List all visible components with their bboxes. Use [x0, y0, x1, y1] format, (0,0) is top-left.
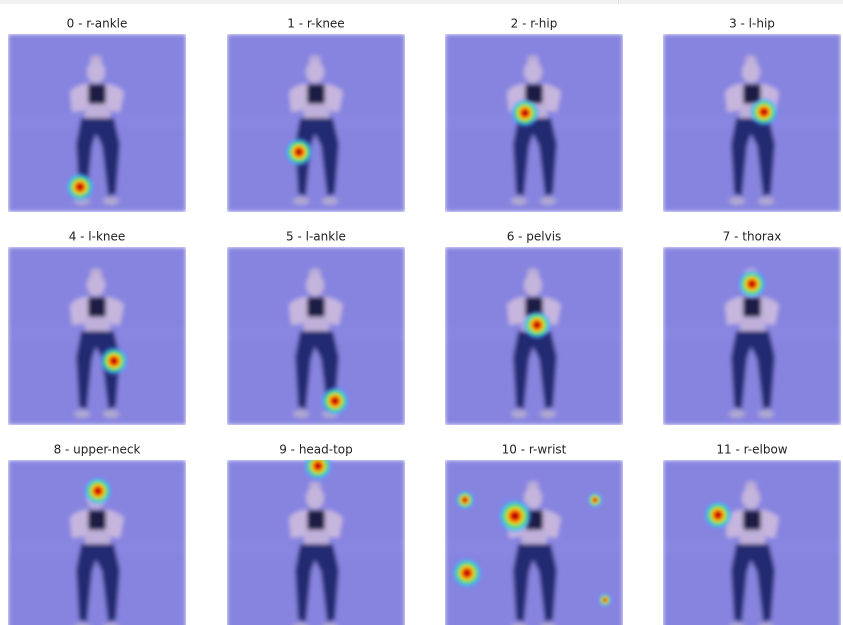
heatmap-image	[227, 34, 405, 212]
heat-blob	[703, 500, 733, 530]
top-band	[0, 0, 843, 4]
person	[8, 34, 186, 212]
heatmap-image	[8, 460, 186, 625]
heat-blob	[497, 498, 533, 534]
person	[227, 460, 405, 625]
panel-title: 3 - l-hip	[729, 17, 775, 31]
panel-title: 4 - l-knee	[69, 230, 126, 244]
heat-blob	[284, 137, 314, 167]
heat-blob	[320, 386, 350, 416]
panel-title: 8 - upper-neck	[54, 443, 141, 457]
heat-blob	[455, 490, 475, 510]
panel-title: 9 - head-top	[279, 443, 353, 457]
heat-blob	[451, 557, 483, 589]
panel-title: 7 - thorax	[723, 230, 782, 244]
heat-blob	[737, 269, 767, 299]
heat-blob	[303, 460, 333, 481]
heatmap-image	[663, 34, 841, 212]
heat-blob	[83, 476, 113, 506]
heatmap-image	[445, 247, 623, 425]
heatmap-image	[445, 460, 623, 625]
heatmap-image	[663, 460, 841, 625]
panel-title: 11 - r-elbow	[716, 443, 787, 457]
heat-blob	[65, 172, 95, 202]
panel-title: 5 - l-ankle	[286, 230, 346, 244]
panel-title: 2 - r-hip	[511, 17, 558, 31]
heatmap-image	[227, 247, 405, 425]
person	[227, 247, 405, 425]
person	[227, 34, 405, 212]
heat-blob	[587, 492, 603, 508]
heatmap-image	[8, 247, 186, 425]
person	[8, 247, 186, 425]
panel-title: 10 - r-wrist	[502, 443, 567, 457]
heatmap-image	[227, 460, 405, 625]
heat-blob	[510, 98, 540, 128]
heat-blob	[749, 97, 779, 127]
person	[663, 34, 841, 212]
heat-blob	[99, 346, 129, 376]
panel-title: 0 - r-ankle	[67, 17, 128, 31]
panel-title: 1 - r-knee	[287, 17, 344, 31]
person	[445, 460, 623, 625]
panel-title: 6 - pelvis	[507, 230, 562, 244]
heat-blob	[522, 310, 552, 340]
person	[663, 460, 841, 625]
heatmap-image	[663, 247, 841, 425]
heatmap-image	[8, 34, 186, 212]
heatmap-image	[445, 34, 623, 212]
heat-blob	[598, 593, 612, 607]
